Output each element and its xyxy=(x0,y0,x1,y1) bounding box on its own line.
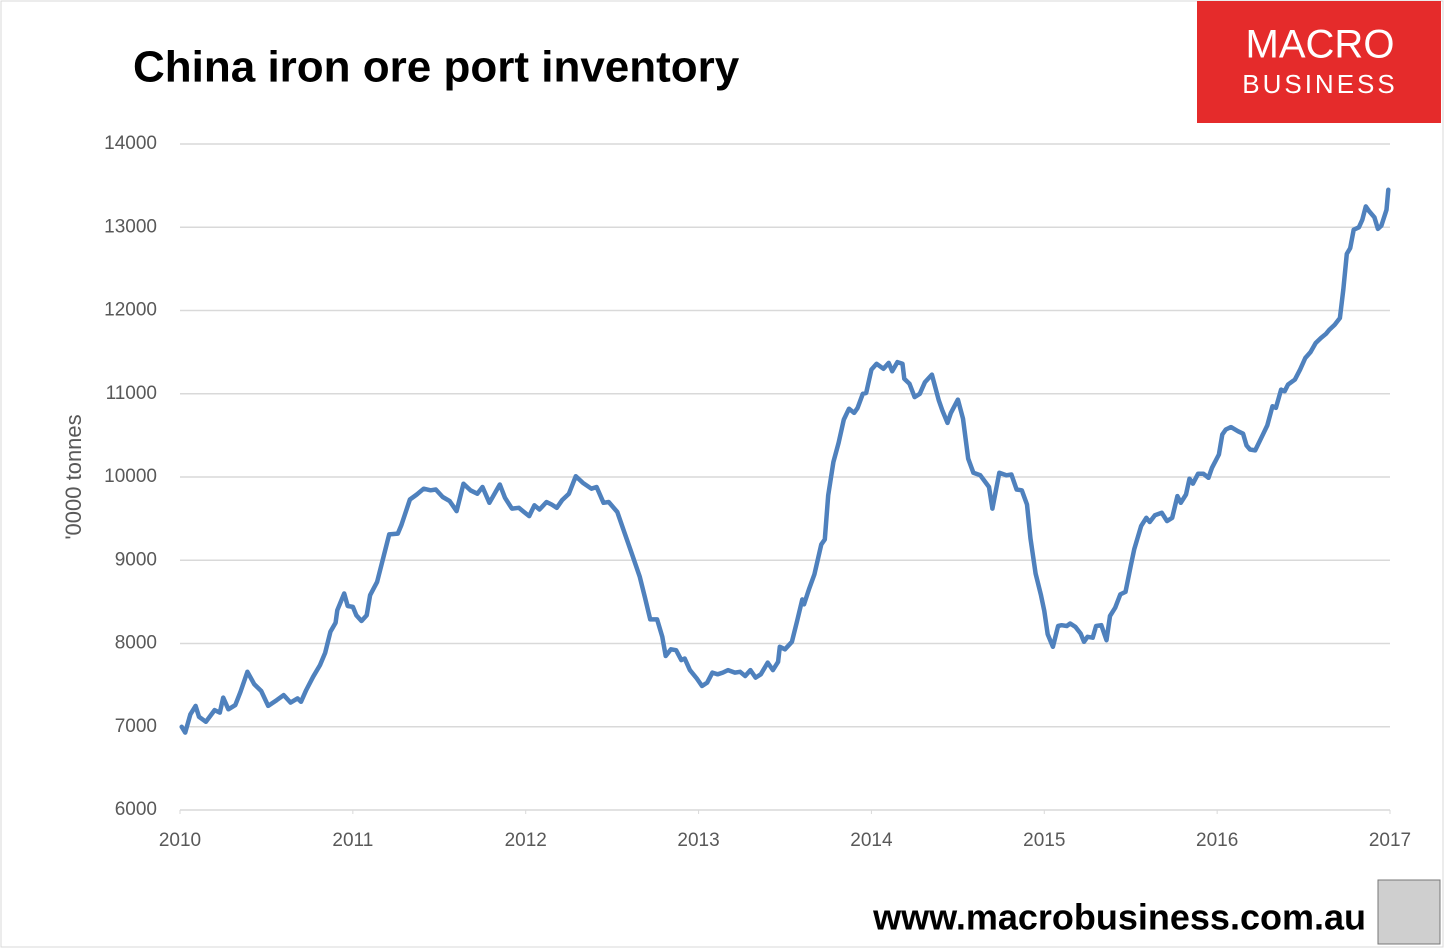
logo-bottom: BUSINESS xyxy=(1242,69,1398,99)
y-tick-label: 12000 xyxy=(104,300,157,321)
chart-title: China iron ore port inventory xyxy=(133,43,740,92)
y-tick-label: 7000 xyxy=(115,716,157,737)
x-tick-label: 2016 xyxy=(1196,830,1238,851)
x-tick-label: 2015 xyxy=(1023,830,1065,851)
line-series xyxy=(179,187,1391,735)
x-tick-label: 2012 xyxy=(505,830,547,851)
logo-box xyxy=(1197,1,1441,123)
x-tick-label: 2010 xyxy=(159,830,201,851)
y-tick-label: 8000 xyxy=(115,633,157,654)
x-tick-label: 2017 xyxy=(1369,830,1411,851)
y-tick-label: 14000 xyxy=(104,133,157,154)
y-tick-label: 10000 xyxy=(104,466,157,487)
y-tick-label: 11000 xyxy=(106,383,157,404)
y-tick-label: 9000 xyxy=(115,549,157,570)
logo-top: MACRO xyxy=(1246,23,1395,67)
x-tick-label: 2011 xyxy=(332,830,373,851)
website: www.macrobusiness.com.au xyxy=(872,897,1366,938)
y-tick-label: 6000 xyxy=(115,799,157,820)
fox-icon xyxy=(1377,879,1441,945)
y-axis-label: '0000 tonnes xyxy=(61,414,86,539)
x-tick-label: 2013 xyxy=(677,830,719,851)
y-tick-label: 13000 xyxy=(104,216,157,237)
x-tick-label: 2014 xyxy=(850,830,893,851)
